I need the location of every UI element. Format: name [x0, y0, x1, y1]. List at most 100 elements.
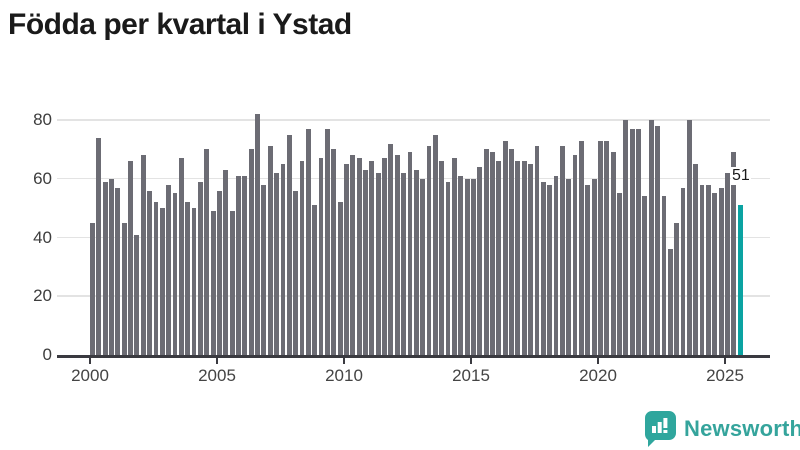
bar [540, 181, 546, 355]
x-tick-label: 2025 [706, 366, 744, 385]
bar [166, 184, 172, 355]
bar [401, 172, 407, 355]
bar [528, 164, 534, 355]
highlighted-bar [737, 205, 743, 355]
bar [242, 175, 248, 355]
bar [648, 120, 654, 355]
bar [197, 181, 203, 355]
bar [445, 181, 451, 355]
bar [572, 155, 578, 355]
bar [286, 134, 292, 355]
bar [420, 178, 426, 355]
bar [464, 178, 470, 355]
bar [382, 158, 387, 355]
y-tick-label: 60 [33, 168, 52, 188]
bar [140, 155, 146, 355]
bar [553, 175, 559, 355]
bar [534, 146, 540, 355]
bar [413, 169, 419, 355]
bar [712, 193, 718, 355]
bar [109, 178, 114, 355]
bar [178, 158, 184, 355]
bar [439, 161, 445, 355]
bar [299, 161, 305, 355]
bar [293, 190, 299, 355]
bar [623, 120, 629, 355]
bar [153, 202, 159, 355]
bar [248, 149, 254, 355]
bar [483, 149, 489, 355]
bar [337, 202, 343, 355]
gridline [57, 236, 770, 238]
bar [655, 125, 661, 355]
bar [591, 178, 597, 355]
bar [223, 169, 229, 355]
bar [432, 134, 438, 355]
bar [642, 196, 648, 355]
bar [490, 152, 495, 355]
x-tick-label: 2000 [71, 366, 109, 385]
bar [261, 184, 267, 355]
x-tick [89, 358, 91, 364]
bar [356, 158, 362, 355]
bar [515, 161, 521, 355]
newsworthy-logo: Newsworthy [645, 411, 800, 447]
bar [451, 158, 457, 355]
bar [312, 205, 318, 355]
bar [344, 164, 349, 355]
gridline [57, 119, 770, 121]
bar [305, 128, 311, 355]
bar [159, 208, 165, 355]
bar [318, 158, 324, 355]
x-tick-label: 2005 [198, 366, 236, 385]
bar [566, 178, 572, 355]
bar [559, 146, 565, 355]
newsworthy-wordmark: Newsworthy [684, 416, 800, 441]
bar [578, 140, 584, 355]
chart-title: Födda per kvartal i Ystad [8, 8, 352, 41]
bar [521, 161, 527, 355]
bar [585, 184, 591, 355]
bar [674, 222, 680, 355]
bar [718, 187, 724, 355]
bar [147, 190, 153, 355]
bar [496, 161, 502, 355]
bar [693, 164, 699, 355]
bar [407, 152, 413, 355]
bar [363, 169, 368, 355]
x-tick [724, 358, 726, 364]
bar [705, 184, 711, 355]
bar [471, 178, 476, 355]
bar [324, 128, 330, 355]
bar [636, 128, 641, 355]
y-tick-label: 80 [33, 110, 52, 129]
x-tick [216, 358, 218, 364]
bar [204, 149, 210, 355]
bar [102, 181, 108, 355]
gridline [57, 295, 770, 297]
bar [680, 187, 686, 355]
bar [210, 211, 216, 355]
bar [375, 172, 381, 355]
bar [458, 175, 464, 355]
bar [267, 146, 273, 355]
bar [388, 143, 394, 355]
y-tick-label: 40 [33, 227, 52, 247]
bar [134, 234, 140, 355]
bar [667, 249, 673, 355]
bar [280, 164, 286, 355]
bar [617, 193, 622, 355]
bar [598, 140, 603, 355]
y-tick-label: 20 [33, 286, 52, 306]
bar [629, 128, 635, 355]
x-tick-label: 2010 [325, 366, 363, 385]
bar [699, 184, 705, 355]
bar [426, 146, 432, 355]
bar [255, 114, 260, 355]
bar [236, 175, 241, 355]
x-tick [343, 358, 345, 364]
bar [477, 167, 483, 355]
bar [172, 193, 178, 355]
bar [90, 222, 95, 355]
